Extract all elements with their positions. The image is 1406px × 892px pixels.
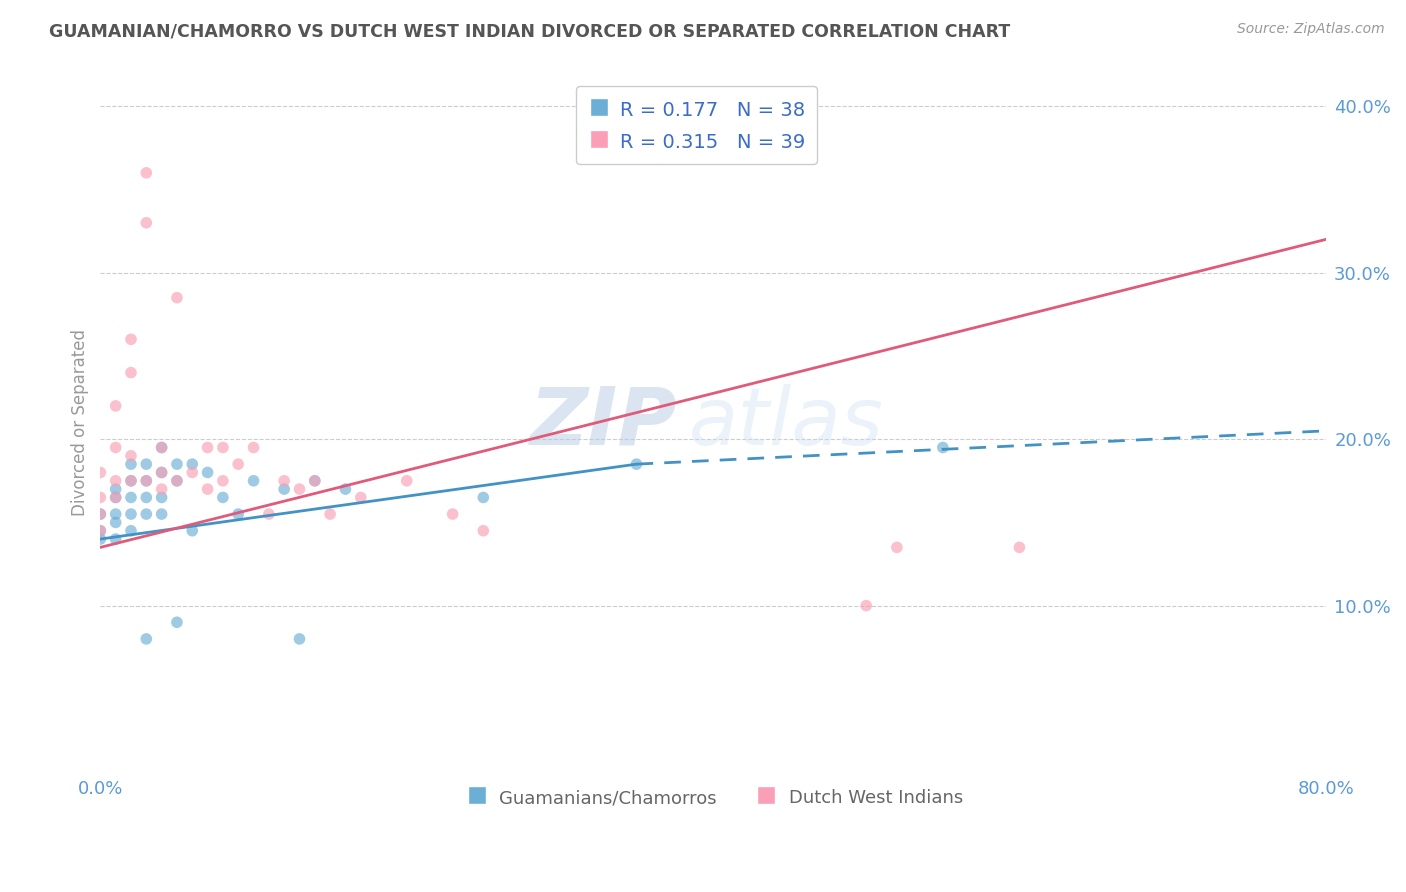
- Point: [150, 441, 173, 455]
- Point: [626, 457, 648, 471]
- Point: [335, 482, 357, 496]
- Point: [395, 474, 418, 488]
- Point: [104, 482, 127, 496]
- Point: [135, 216, 157, 230]
- Point: [120, 332, 142, 346]
- Point: [120, 366, 142, 380]
- Point: [181, 466, 204, 480]
- Point: [288, 482, 311, 496]
- Point: [104, 491, 127, 505]
- Point: [135, 474, 157, 488]
- Point: [104, 399, 127, 413]
- Point: [288, 632, 311, 646]
- Point: [150, 441, 173, 455]
- Point: [226, 507, 249, 521]
- Point: [166, 474, 188, 488]
- Point: [932, 441, 955, 455]
- Point: [150, 482, 173, 496]
- Point: [135, 457, 157, 471]
- Point: [150, 466, 173, 480]
- Point: [104, 507, 127, 521]
- Point: [120, 457, 142, 471]
- Point: [89, 524, 111, 538]
- Point: [212, 491, 235, 505]
- Point: [104, 491, 127, 505]
- Text: GUAMANIAN/CHAMORRO VS DUTCH WEST INDIAN DIVORCED OR SEPARATED CORRELATION CHART: GUAMANIAN/CHAMORRO VS DUTCH WEST INDIAN …: [49, 22, 1011, 40]
- Point: [150, 491, 173, 505]
- Point: [89, 491, 111, 505]
- Point: [273, 482, 295, 496]
- Point: [212, 474, 235, 488]
- Legend: Guamanians/Chamorros, Dutch West Indians: Guamanians/Chamorros, Dutch West Indians: [456, 779, 970, 815]
- Point: [89, 532, 111, 546]
- Point: [242, 474, 264, 488]
- Point: [166, 615, 188, 630]
- Text: atlas: atlas: [689, 384, 883, 461]
- Point: [226, 457, 249, 471]
- Point: [89, 507, 111, 521]
- Point: [319, 507, 342, 521]
- Point: [212, 441, 235, 455]
- Point: [181, 457, 204, 471]
- Point: [472, 491, 495, 505]
- Point: [1008, 541, 1031, 555]
- Point: [257, 507, 280, 521]
- Point: [273, 474, 295, 488]
- Point: [855, 599, 877, 613]
- Point: [120, 507, 142, 521]
- Point: [89, 507, 111, 521]
- Point: [304, 474, 326, 488]
- Point: [135, 166, 157, 180]
- Point: [150, 466, 173, 480]
- Text: ZIP: ZIP: [529, 384, 676, 461]
- Point: [120, 474, 142, 488]
- Point: [197, 441, 219, 455]
- Point: [135, 474, 157, 488]
- Text: Source: ZipAtlas.com: Source: ZipAtlas.com: [1237, 22, 1385, 37]
- Point: [104, 516, 127, 530]
- Point: [104, 474, 127, 488]
- Point: [89, 466, 111, 480]
- Point: [181, 524, 204, 538]
- Point: [197, 482, 219, 496]
- Point: [120, 474, 142, 488]
- Point: [197, 466, 219, 480]
- Point: [166, 474, 188, 488]
- Point: [135, 632, 157, 646]
- Point: [242, 441, 264, 455]
- Point: [304, 474, 326, 488]
- Point: [89, 524, 111, 538]
- Y-axis label: Divorced or Separated: Divorced or Separated: [72, 329, 89, 516]
- Point: [472, 524, 495, 538]
- Point: [135, 491, 157, 505]
- Point: [350, 491, 373, 505]
- Point: [166, 457, 188, 471]
- Point: [120, 449, 142, 463]
- Point: [120, 524, 142, 538]
- Point: [104, 532, 127, 546]
- Point: [104, 441, 127, 455]
- Point: [135, 507, 157, 521]
- Point: [150, 507, 173, 521]
- Point: [120, 491, 142, 505]
- Point: [441, 507, 464, 521]
- Point: [166, 291, 188, 305]
- Point: [886, 541, 908, 555]
